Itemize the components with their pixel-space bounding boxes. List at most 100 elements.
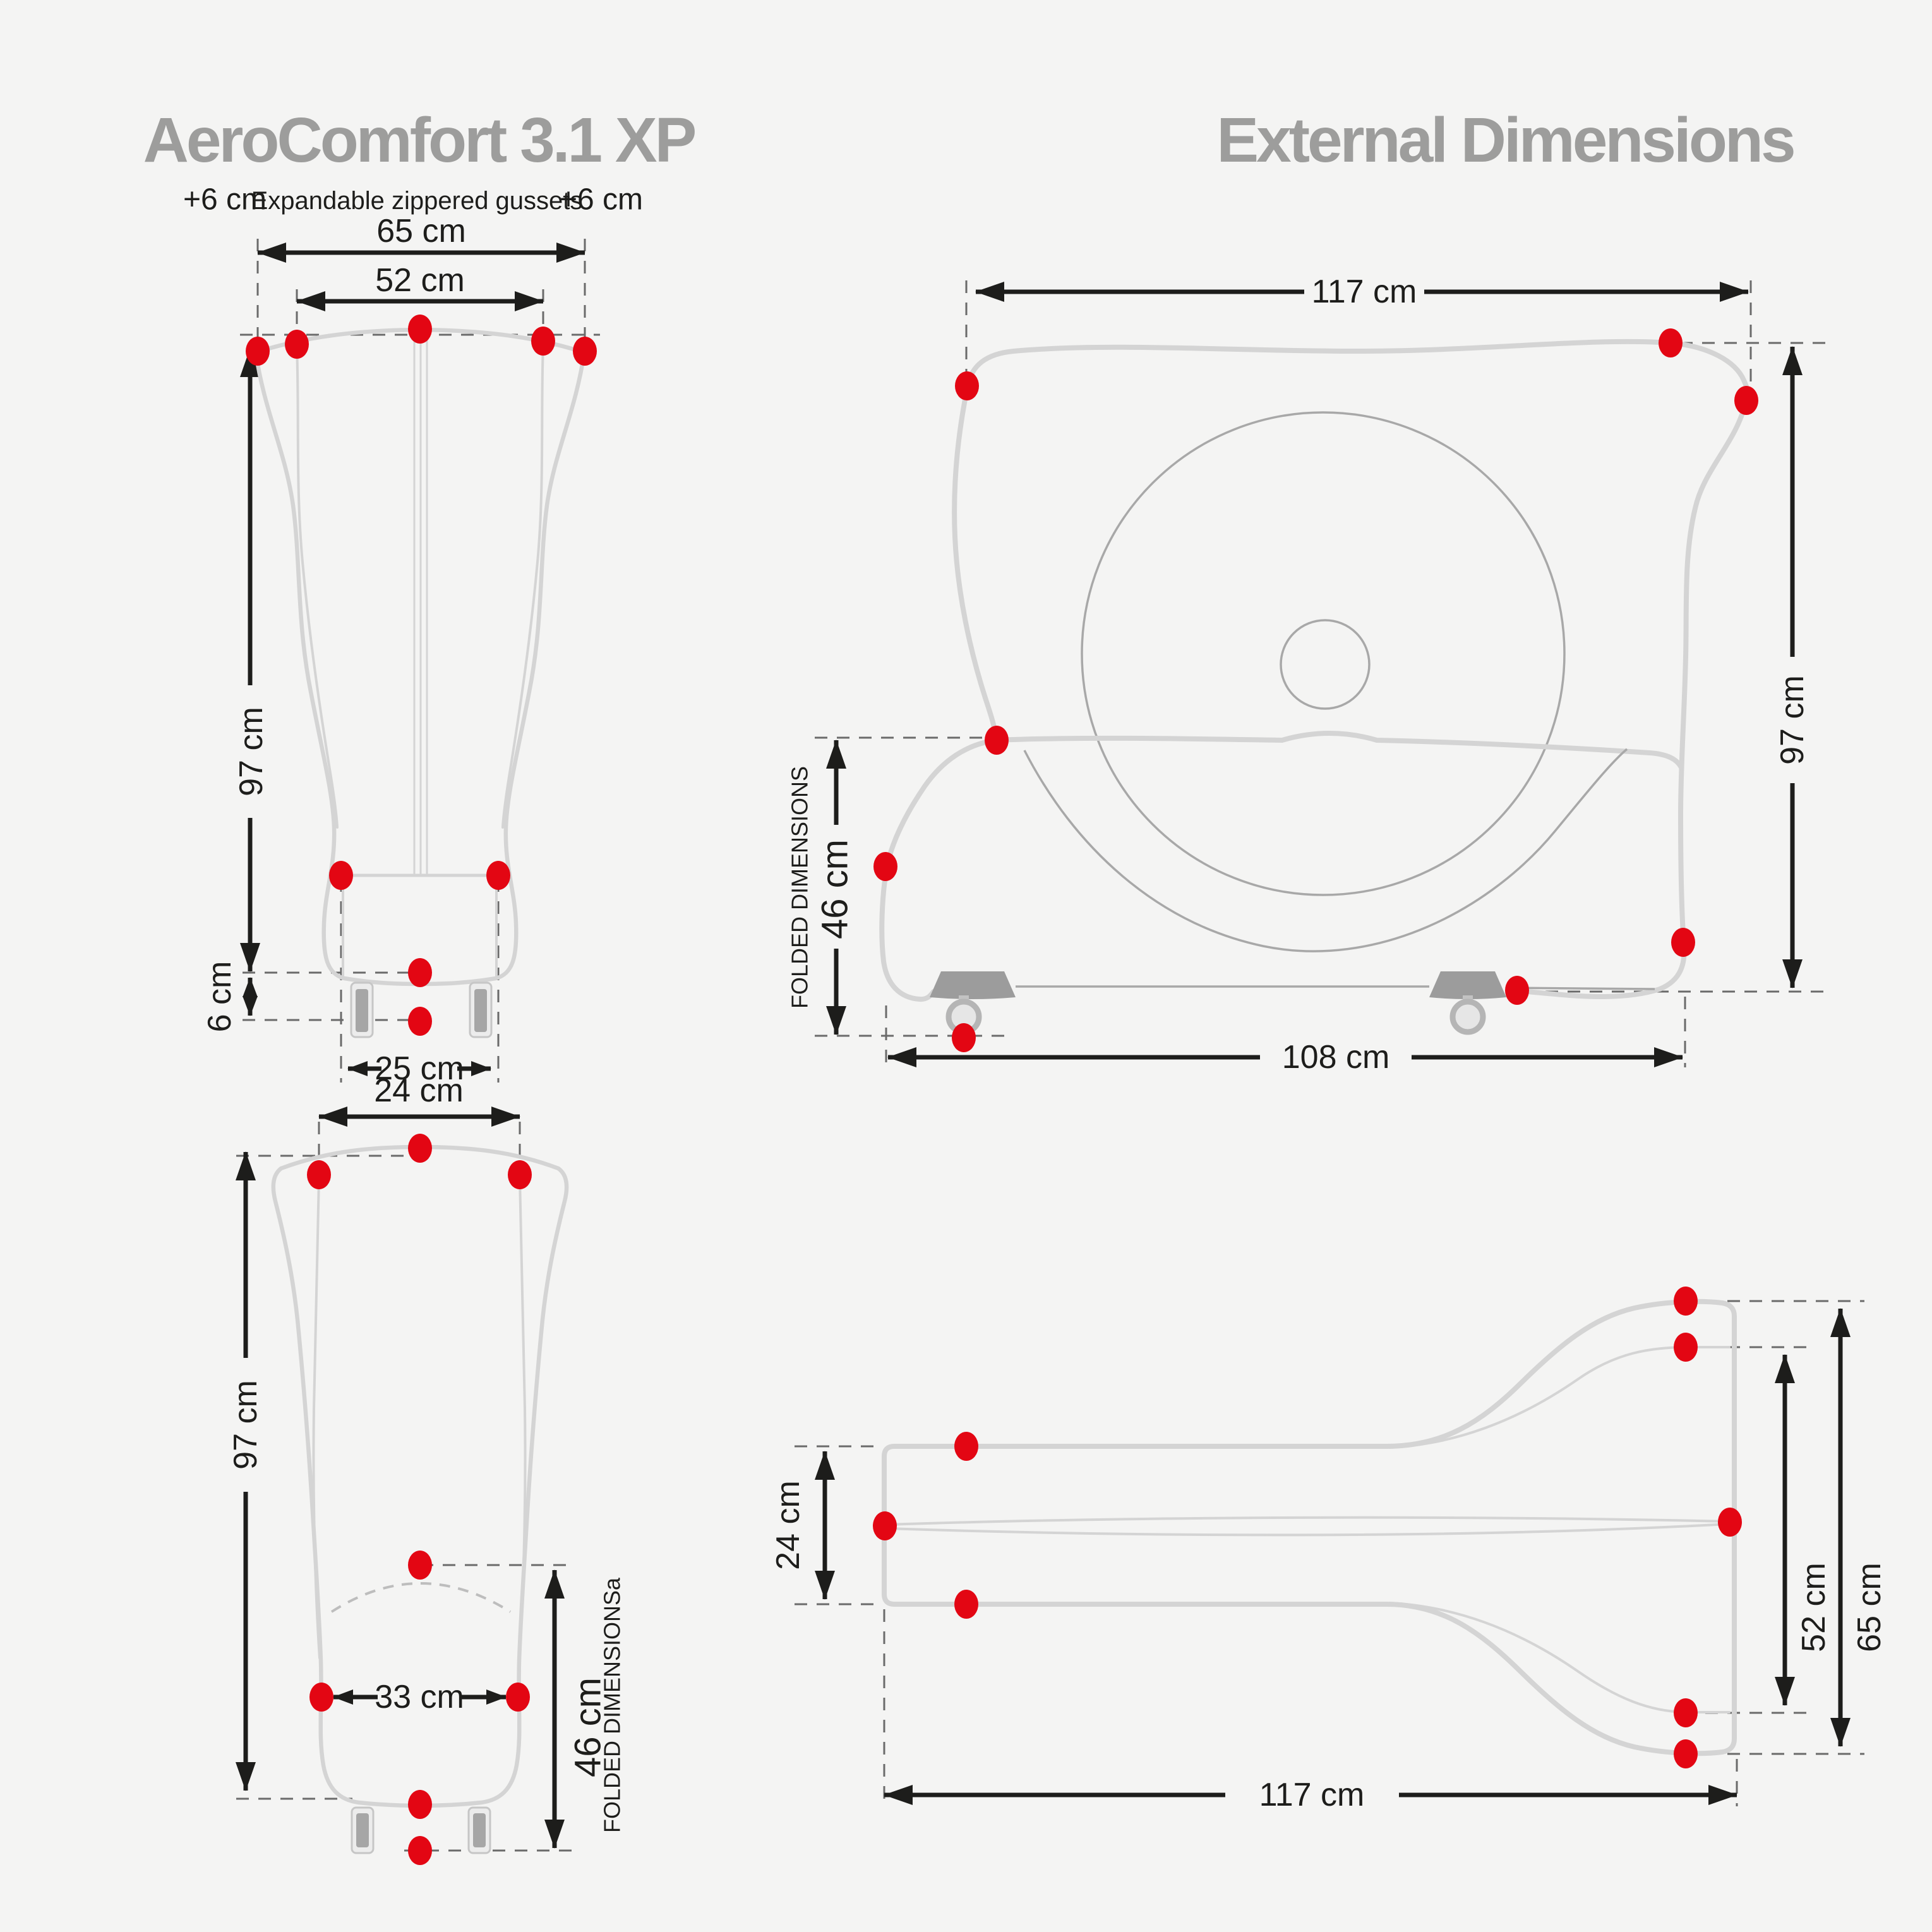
anchor-dot [307, 1160, 331, 1189]
anchor-dot [1505, 976, 1529, 1005]
anchor-dot [1674, 1739, 1698, 1768]
side-folded-outline [879, 738, 999, 1002]
dim-front-wheel-track: 25 cm [347, 1050, 491, 1087]
anchor-dot [573, 337, 597, 366]
anchor-dot [1674, 1287, 1698, 1316]
anchor-dot [873, 852, 897, 881]
rear-anchor-dots [307, 1134, 532, 1865]
dim-label: 46 cm [815, 839, 856, 939]
rear-folded-top-dashed-arc [330, 1582, 512, 1613]
anchor-dot [873, 1511, 897, 1540]
page-title-section: External Dimensions [1216, 105, 1794, 176]
gusset-note-label: Expandable zippered gussets [251, 187, 583, 215]
bike-wheel-circle [1081, 411, 1566, 896]
dim-rear-top-width: 24 cm [318, 1072, 520, 1127]
folded-dimensions-label: FOLDED DIMENSIONSa [599, 1577, 625, 1833]
gusset-right-label: +6 cm [560, 183, 643, 217]
dim-label: 117 cm [1312, 273, 1417, 310]
anchor-dot [285, 330, 309, 359]
top-view: 24 cm 117 cm 52 cm 65 cm [770, 1287, 1888, 1813]
anchor-dot [952, 1023, 976, 1052]
top-inner-curve [1388, 1346, 1731, 1449]
side-view: 117 cm 97 cm FOLDED DIMENSIONS 46 cm 108… [787, 273, 1827, 1076]
dim-side-folded-height: FOLDED DIMENSIONS 46 cm [787, 740, 856, 1035]
dim-side-wheelbase: 108 cm [887, 1039, 1683, 1076]
dim-rear-height: 97 cm [227, 1151, 264, 1791]
front-anchor-dots [246, 315, 597, 1036]
dim-label: 46 cm [568, 1677, 609, 1777]
dim-top-rear-outer-width: 65 cm [1830, 1308, 1888, 1747]
anchor-dot [246, 337, 270, 366]
top-tube-line [885, 1516, 1730, 1526]
anchor-dot [486, 861, 510, 890]
rear-wheel-tread [473, 1813, 486, 1847]
anchor-dot [1674, 1333, 1698, 1362]
side-fold-boundary-curve [1023, 748, 1628, 952]
side-base-line [1506, 987, 1655, 990]
dim-side-height: 97 cm [1774, 346, 1811, 988]
side-bag-left-edge [952, 384, 999, 743]
side-bag-outline [965, 339, 1751, 999]
dim-label: 52 cm [375, 262, 465, 299]
anchor-dot [506, 1683, 530, 1712]
dim-front-outer-width: 65 cm [257, 213, 585, 263]
front-wheel-tread [474, 989, 487, 1032]
dim-front-height: 97 cm [233, 348, 270, 972]
side-wheel [1449, 999, 1486, 1035]
rear-view: 24 cm 97 cm 46 cm FOLDED DIMENSIONSa 33 … [227, 1072, 625, 1865]
top-tube-line [885, 1523, 1730, 1537]
bike-hub-circle [1280, 619, 1371, 710]
dim-label: 65 cm [376, 213, 466, 249]
front-inner-seam [501, 343, 544, 829]
anchor-dot [329, 861, 353, 890]
dim-label: 33 cm [375, 1679, 464, 1715]
front-view: +6 cm Expandable zippered gussets +6 cm … [183, 183, 643, 1088]
anchor-dot [1671, 928, 1695, 957]
dim-label: 25 cm [375, 1050, 464, 1087]
dim-front-inner-width: 52 cm [296, 262, 544, 311]
anchor-dot [408, 1551, 432, 1580]
dim-top-rear-inner-width: 52 cm [1775, 1354, 1832, 1706]
dim-rear-mid-width: 33 cm [333, 1679, 507, 1715]
front-wheel-tread [356, 989, 368, 1032]
anchor-dot [408, 1836, 432, 1865]
rear-wheel-tread [356, 1813, 369, 1847]
rear-inner-seam [312, 1177, 321, 1659]
anchor-dot [955, 371, 979, 400]
anchor-dot [1659, 328, 1683, 357]
anchor-dot [408, 1790, 432, 1819]
anchor-dot [954, 1432, 978, 1461]
skate-mount [930, 971, 1016, 999]
anchor-dot [1734, 386, 1758, 415]
anchor-dot [408, 315, 432, 344]
dim-front-ground-clearance: 6 cm [201, 961, 258, 1033]
anchor-dot [1674, 1698, 1698, 1727]
dim-label: 52 cm [1796, 1563, 1832, 1652]
anchor-dot [1718, 1508, 1742, 1537]
top-anchor-dots [873, 1287, 1742, 1768]
dim-label: 97 cm [233, 707, 270, 796]
dim-label: 65 cm [1851, 1563, 1888, 1652]
dim-rear-folded-height: 46 cm FOLDED DIMENSIONSa [544, 1569, 625, 1849]
dim-label: 117 cm [1259, 1777, 1365, 1813]
rear-inner-seam [518, 1177, 527, 1659]
skate-mount [1429, 971, 1506, 999]
dim-top-length: 117 cm [884, 1777, 1737, 1813]
dim-label: 97 cm [1774, 675, 1811, 765]
folded-dimensions-label: FOLDED DIMENSIONS [787, 766, 813, 1009]
dim-top-width: 24 cm [770, 1451, 835, 1600]
dim-label: 6 cm [201, 961, 238, 1033]
dim-label: 24 cm [770, 1480, 807, 1570]
anchor-dot [985, 726, 1009, 755]
anchor-dot [954, 1590, 978, 1619]
dim-side-length: 117 cm [975, 273, 1749, 310]
anchor-dot [408, 1007, 432, 1036]
anchor-dot [531, 327, 555, 356]
top-bag-outline [882, 1299, 1737, 1756]
front-inner-seam [296, 345, 339, 829]
anchor-dot [408, 958, 432, 987]
side-anchor-dots [873, 328, 1758, 1052]
dim-label: 24 cm [374, 1072, 464, 1109]
anchor-dot [309, 1683, 333, 1712]
